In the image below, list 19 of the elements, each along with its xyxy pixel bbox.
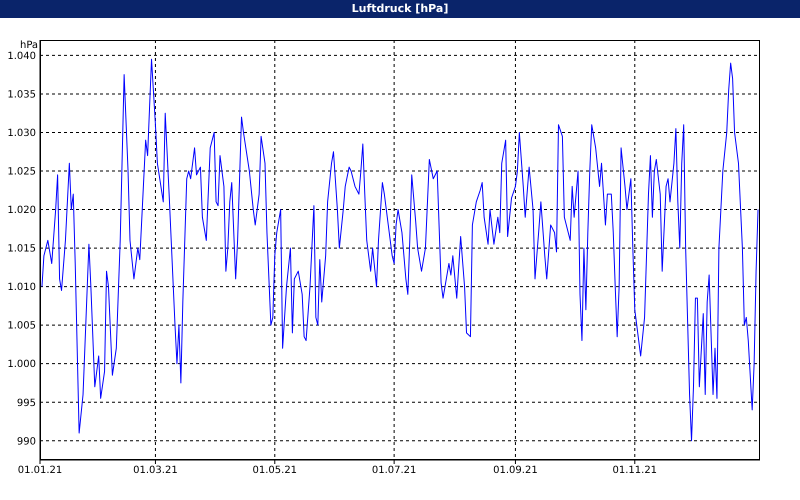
y-tick-label: 1.025 (7, 166, 36, 178)
y-tick-label: 1.030 (7, 128, 36, 140)
y-tick-label: 1.010 (7, 282, 36, 294)
y-axis-title: hPa (20, 40, 38, 51)
x-tick-label: 01.07.21 (372, 465, 416, 476)
y-tick-label: 1.015 (7, 244, 36, 255)
x-tick-label: 01.05.21 (252, 465, 298, 476)
y-tick-label: 1.020 (7, 205, 36, 216)
y-tick-label: 990 (16, 436, 36, 448)
y-tick-label: 1.005 (7, 320, 36, 332)
y-tick-label: 1.000 (7, 359, 36, 370)
x-tick-label: 01.11.21 (612, 465, 658, 476)
chart-title: Luftdruck [hPa] (0, 0, 800, 18)
x-tick-label: 01.01.21 (18, 465, 62, 476)
y-tick-label: 1.040 (7, 50, 36, 62)
x-tick-label: 01.09.21 (493, 465, 538, 476)
y-tick-label: 995 (16, 398, 36, 409)
y-tick-label: 1.035 (7, 89, 36, 100)
x-tick-label: 01.03.21 (133, 465, 178, 476)
